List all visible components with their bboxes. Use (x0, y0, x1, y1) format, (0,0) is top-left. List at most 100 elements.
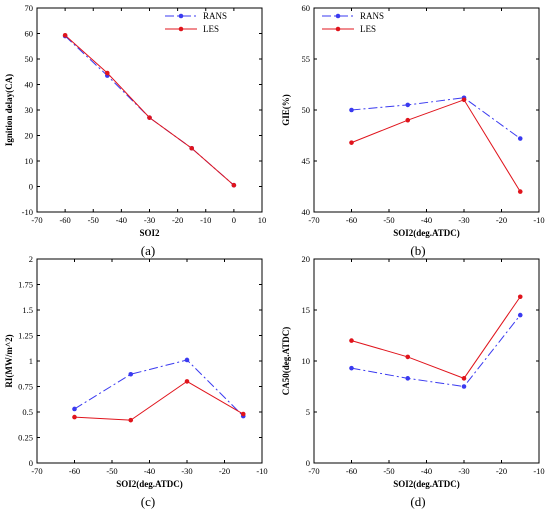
x-tick-label: -70 (31, 215, 42, 225)
x-tick-label: 0 (232, 215, 236, 225)
x-axis-label: SOI2(deg.ATDC) (116, 479, 183, 489)
plot-frame (36, 7, 263, 213)
data-point-les (405, 117, 411, 123)
y-axis-label: Ignition delay(CA) (4, 74, 14, 146)
x-tick-label: -40 (421, 466, 432, 476)
plot-frame (36, 258, 263, 464)
y-tick-label: -10 (22, 207, 33, 217)
chart-panel-4: -70 -60 -50 -40 -30 -20 -10 0 5 10 15 20 SOI2(deg.AT… (281, 254, 545, 509)
data-point-les (62, 32, 68, 38)
x-tick-label: -10 (256, 466, 267, 476)
y-tick-label: 40 (25, 80, 34, 90)
x-tick-label: -50 (383, 466, 394, 476)
y-tick-label: 1.75 (18, 280, 33, 290)
y-axis-label: CA50(deg.ATDC) (281, 327, 291, 396)
x-tick-label: -50 (106, 466, 117, 476)
x-axis-label: SOI2(deg.ATDC) (393, 479, 460, 489)
chart-panel-2: -70 -60 -50 -40 -30 -20 -10 40 45 50 55 60 SOI2(deg.… (281, 3, 545, 258)
x-axis-label: SOI2(deg.ATDC) (393, 228, 460, 238)
y-tick-label: 2 (29, 254, 33, 264)
panel-label: (b) (410, 243, 425, 258)
data-point-les (184, 379, 190, 384)
data-point-rans (184, 357, 190, 363)
panel-label: (d) (410, 494, 425, 509)
y-tick-label: 55 (302, 54, 311, 64)
data-point-rans (461, 384, 467, 389)
y-tick-label: 5 (306, 407, 310, 417)
series-line-les (351, 99, 521, 192)
y-tick-label: 0 (306, 458, 310, 468)
data-point-les (349, 140, 354, 145)
x-tick-label: -70 (308, 215, 319, 225)
data-point-rans (405, 102, 411, 108)
data-point-rans (517, 312, 523, 318)
y-tick-label: 1 (29, 356, 33, 366)
legend-marker-rans (178, 13, 184, 19)
data-point-les (461, 97, 467, 103)
data-point-les (72, 414, 77, 420)
data-point-les (405, 354, 411, 360)
data-point-les (517, 189, 523, 194)
data-point-rans (349, 365, 354, 371)
x-tick-label: -60 (59, 215, 70, 225)
x-tick-label: -10 (533, 215, 544, 225)
x-tick-label: -20 (496, 466, 507, 476)
x-tick-label: -10 (200, 215, 211, 225)
data-point-les (189, 145, 194, 151)
y-tick-label: 50 (302, 105, 311, 115)
x-tick-label: -70 (31, 466, 42, 476)
panel-label: (c) (141, 494, 155, 509)
y-tick-label: 60 (25, 29, 34, 39)
legend-marker-rans (335, 13, 341, 19)
chart-panel-3: -70 -60 -50 -40 -30 -20 -10 0 0.25 0.5 0.75 1 1.25 1.… (4, 254, 268, 509)
data-point-les (461, 376, 467, 381)
legend: RANS LES (322, 11, 384, 34)
y-axis-label: RI(MW/m^2) (4, 334, 14, 387)
data-point-les (517, 294, 523, 300)
data-point-rans (349, 107, 354, 113)
data-point-les (349, 338, 354, 343)
x-tick-label: -30 (458, 215, 469, 225)
y-tick-label: 1.25 (18, 331, 33, 341)
series-line-les (351, 296, 521, 379)
y-tick-label: 0.25 (18, 433, 33, 443)
x-tick-label: -20 (219, 466, 230, 476)
y-tick-label: 30 (25, 105, 34, 115)
data-point-les (231, 182, 237, 188)
legend: RANS LES (165, 11, 227, 34)
legend-entry-rans: RANS (360, 11, 384, 21)
legend-entry-rans: RANS (203, 11, 227, 21)
legend-marker-les (178, 26, 184, 32)
data-point-rans (72, 406, 77, 412)
series-line-rans (74, 359, 244, 417)
data-point-les (105, 70, 110, 76)
y-tick-label: 70 (25, 3, 34, 13)
y-tick-label: 10 (302, 356, 311, 366)
x-tick-label: -40 (116, 215, 127, 225)
y-tick-label: 15 (302, 305, 311, 315)
y-tick-label: 0 (29, 458, 33, 468)
x-tick-label: -30 (144, 215, 155, 225)
data-point-les (128, 417, 134, 423)
series-line-rans (351, 314, 521, 388)
x-tick-label: -60 (69, 466, 80, 476)
x-tick-label: -40 (144, 466, 155, 476)
data-point-les (240, 411, 246, 417)
y-tick-label: 0 (29, 182, 33, 192)
x-tick-label: -60 (346, 466, 357, 476)
legend-entry-les: LES (203, 24, 219, 34)
x-tick-label: -30 (458, 466, 469, 476)
y-tick-label: 60 (302, 3, 311, 13)
x-axis-label: SOI2 (139, 228, 160, 238)
y-tick-label: 50 (25, 54, 34, 64)
x-tick-label: -50 (383, 215, 394, 225)
plot-frame (313, 258, 540, 464)
legend-entry-les: LES (360, 24, 376, 34)
data-point-rans (405, 376, 411, 381)
panel-label: (a) (141, 243, 155, 258)
x-tick-label: -20 (172, 215, 183, 225)
chart-panel-1: -70 -60 -50 -40 -30 -20 -10 0 10 -10 0 10 20 30 40 50 60… (4, 3, 266, 258)
x-tick-label: 10 (258, 215, 267, 225)
x-tick-label: -60 (346, 215, 357, 225)
